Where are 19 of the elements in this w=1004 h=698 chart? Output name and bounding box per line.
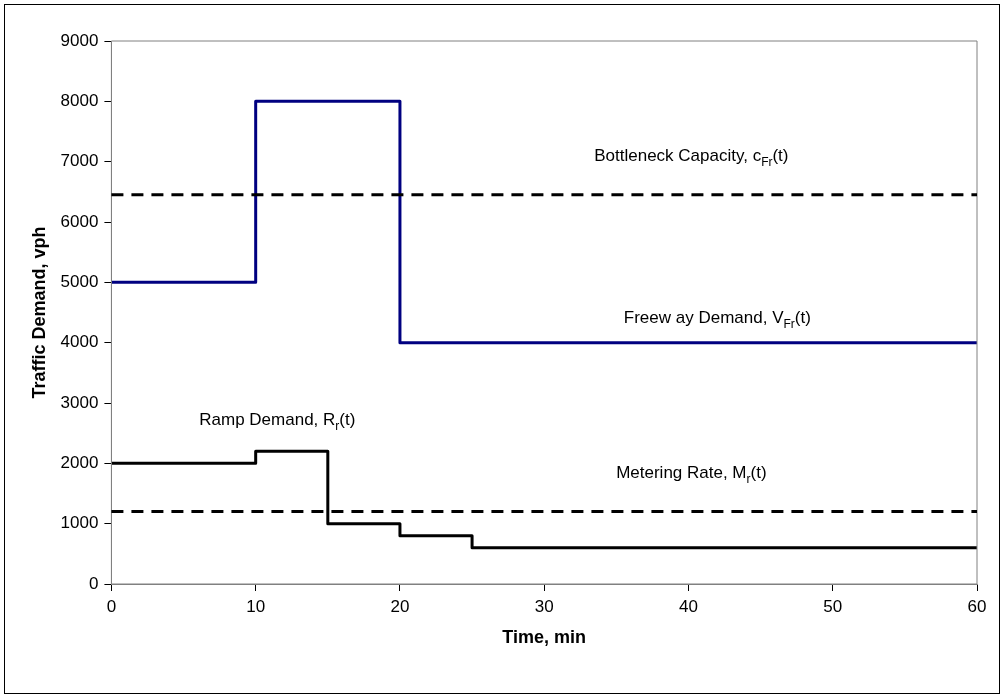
x-axis-title: Time, min [502,627,587,648]
y-tick-label: 3000 [60,392,99,412]
y-tick-label: 4000 [60,332,99,352]
x-tick-label: 50 [823,596,843,616]
y-tick-label: 8000 [60,91,99,111]
y-tick-label: 7000 [60,151,99,171]
y-tick-label: 2000 [60,453,99,473]
x-tick-label: 60 [967,596,987,616]
x-tick-label: 0 [106,596,117,616]
y-tick-label: 0 [88,573,99,593]
y-tick-label: 1000 [60,513,99,533]
y-tick-label: 5000 [60,272,99,292]
x-tick-label: 30 [534,596,554,616]
x-tick-label: 10 [246,596,266,616]
y-axis-title: Traffic Demand, vph [28,226,49,399]
y-tick-label: 6000 [60,211,99,231]
x-tick-label: 40 [679,596,698,616]
y-tick-label: 9000 [60,30,99,50]
x-tick-label: 20 [390,596,410,616]
